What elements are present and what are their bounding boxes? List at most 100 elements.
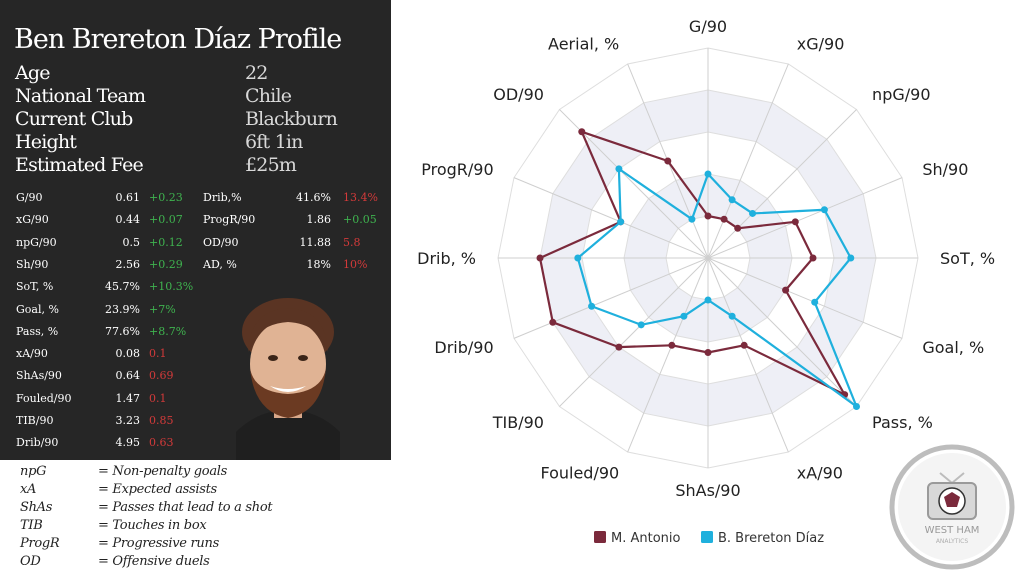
stat-value: 23.9%: [105, 302, 140, 316]
radar-point: [688, 215, 696, 223]
stat-value: 41.6%: [296, 191, 331, 204]
axis-label: TIB/90: [492, 413, 544, 432]
radar-point: [664, 157, 672, 165]
axis-label: npG/90: [872, 85, 930, 104]
radar-point: [574, 254, 582, 262]
axis-label: xA/90: [797, 463, 843, 482]
radar-spoke: [707, 257, 857, 407]
radar-point: [740, 341, 748, 349]
stat-value: 18%: [306, 257, 331, 271]
axis-label: Drib, %: [417, 249, 476, 268]
abbreviation-definition: = Expected assists: [98, 482, 217, 497]
abbreviation-key: npG: [20, 464, 47, 479]
stat-diff: +0.29: [149, 257, 183, 271]
radar-point: [668, 341, 676, 349]
axis-label: xG/90: [797, 35, 845, 54]
stat-diff: +0.05: [343, 213, 377, 227]
abbreviation-key: TIB: [20, 518, 43, 533]
stat-name: npG/90: [16, 235, 57, 249]
abbreviation-key: ProgR: [20, 536, 60, 551]
radar-spoke: [707, 63, 789, 259]
radar-spoke: [513, 257, 709, 339]
stat-diff: +0.07: [149, 213, 183, 227]
stat-diff: +0.23: [149, 191, 183, 204]
stat-name: Fouled/90: [16, 391, 72, 405]
info-label: Estimated Fee: [15, 154, 144, 176]
info-label: National Team: [15, 85, 146, 107]
svg-text:WEST HAM: WEST HAM: [925, 525, 980, 536]
stat-name: OD/90: [203, 235, 239, 249]
abbreviation-definition: = Passes that lead to a shot: [98, 500, 273, 515]
stat-diff: 10%: [343, 257, 368, 271]
radar-point: [720, 215, 728, 223]
legend-swatch: [701, 531, 713, 543]
radar-point: [637, 321, 645, 329]
stat-name: Drib,%: [203, 191, 242, 204]
legend-label: B. Brereton Díaz: [718, 531, 824, 546]
radar-point: [734, 224, 742, 232]
stat-name: Sh/90: [16, 257, 49, 271]
player-portrait: [236, 298, 340, 460]
radar-point: [809, 254, 817, 262]
stat-diff: 0.1: [149, 391, 167, 405]
abbreviation-key: ShAs: [20, 500, 53, 515]
radar-spoke: [627, 257, 709, 453]
radar-point: [704, 212, 712, 220]
stat-value: 0.44: [115, 213, 141, 227]
legend-swatch: [594, 531, 606, 543]
stat-name: AD, %: [203, 257, 237, 271]
radar-point: [704, 170, 712, 178]
radar-spoke: [707, 257, 789, 453]
radar-point: [617, 218, 625, 226]
stat-value: 0.08: [115, 347, 141, 361]
axis-label: ShAs/90: [675, 481, 740, 500]
radar-point: [852, 402, 860, 410]
stat-name: Goal, %: [16, 302, 59, 316]
axis-label: Sh/90: [922, 160, 968, 179]
stat-diff: 0.85: [149, 414, 174, 427]
abbreviation-key: xA: [20, 482, 37, 497]
stat-value: 11.88: [299, 235, 332, 249]
radar-point: [847, 254, 855, 262]
axis-label: SoT, %: [940, 249, 995, 268]
radar-spoke: [513, 177, 709, 259]
abbreviation-definition: = Touches in box: [98, 518, 207, 533]
info-label: Current Club: [15, 108, 133, 130]
stat-diff: +0.12: [149, 235, 183, 249]
axis-label: Goal, %: [922, 338, 984, 357]
stat-value: 0.5: [122, 235, 141, 249]
stat-diff: +7%: [149, 302, 176, 316]
legend-label: M. Antonio: [611, 531, 681, 546]
stat-name: xA/90: [16, 347, 48, 361]
stat-diff: +8.7%: [149, 324, 187, 338]
stat-name: xG/90: [16, 213, 49, 227]
info-label: Height: [15, 131, 77, 153]
radar-point: [791, 218, 799, 226]
profile-panel: Ben Brereton Díaz Profile Age 22 National …: [0, 0, 391, 460]
stat-name: Pass, %: [16, 324, 59, 338]
radar-point: [615, 165, 623, 173]
stat-diff: +10.3%: [149, 280, 194, 294]
radar-point: [811, 298, 819, 306]
radar-spoke: [707, 177, 903, 259]
abbreviation-legend: npG = Non-penalty goals xA = Expected assis…: [0, 460, 391, 576]
radar-chart: G/90 xG/90 npG/90 Sh/90 SoT, % Goal, % Pass, %…: [417, 17, 995, 546]
axis-label: Pass, %: [872, 413, 933, 432]
radar-point: [728, 196, 736, 204]
stat-name: Drib/90: [16, 436, 59, 450]
stat-value: 77.6%: [105, 324, 140, 338]
stat-value: 3.23: [115, 414, 141, 427]
axis-label: Fouled/90: [540, 463, 619, 482]
abbreviation-definition: = Progressive runs: [98, 536, 219, 551]
stat-name: TIB/90: [16, 414, 54, 427]
stat-diff: 0.69: [149, 369, 174, 383]
radar-spoke: [707, 109, 857, 259]
abbreviation-definition: = Offensive duels: [98, 554, 210, 569]
radar-point: [536, 254, 544, 262]
stat-name: ProgR/90: [203, 213, 256, 227]
stat-name: SoT, %: [16, 280, 54, 294]
stat-value: 2.56: [115, 257, 141, 271]
radar-point: [588, 302, 596, 310]
west-ham-analytics-logo: WEST HAM ANALYTICS: [889, 444, 1015, 570]
radar-point: [704, 349, 712, 356]
